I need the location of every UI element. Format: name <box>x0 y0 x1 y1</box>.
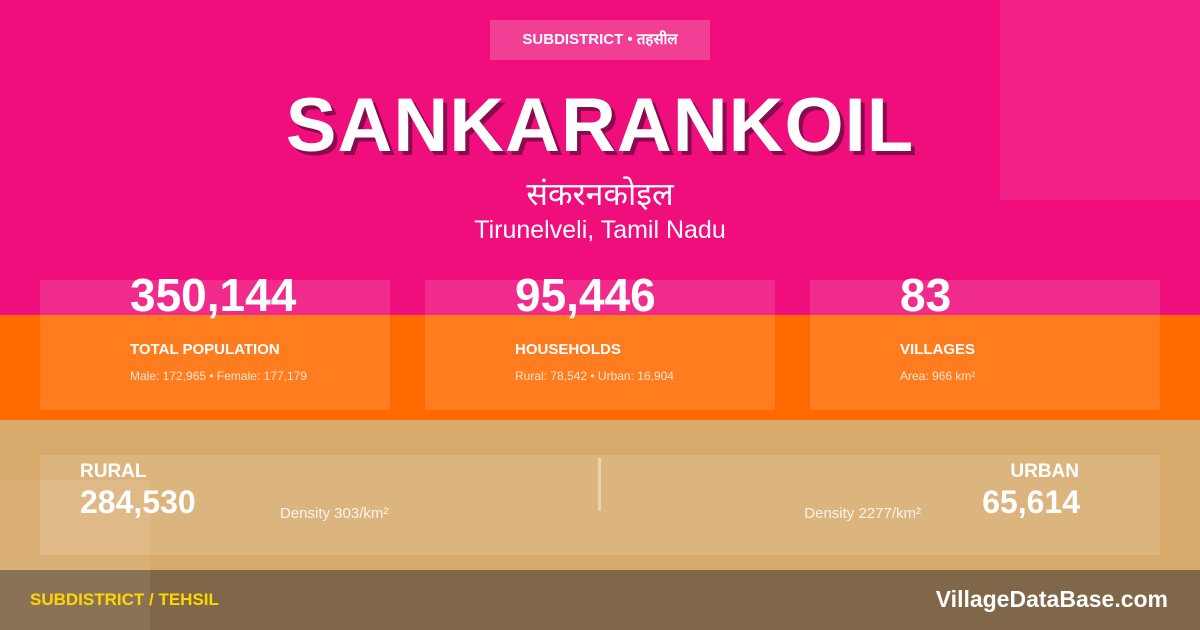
stat-value: 95,446 <box>515 269 656 321</box>
stat-card: 350,144 TOTAL POPULATION Male: 172,965 •… <box>40 269 390 410</box>
stat-value: 350,144 <box>130 269 297 321</box>
decoration <box>1000 0 1200 200</box>
stat-label: VILLAGES <box>900 341 976 358</box>
footer-site: VillageDataBase.com <box>935 586 1168 612</box>
divider <box>598 458 601 511</box>
urban-density: Density 2277/km² <box>804 505 921 522</box>
stat-label: HOUSEHOLDS <box>515 341 621 358</box>
footer-category: SUBDISTRICT / TEHSIL <box>30 590 219 609</box>
urban-value: 65,614 <box>982 484 1080 520</box>
stat-value: 83 <box>900 269 952 321</box>
rural-urban-panel <box>40 455 1160 555</box>
decoration <box>0 480 150 630</box>
title-hindi: संकरनकोइल <box>526 176 674 212</box>
band-tan <box>0 420 1200 570</box>
location: Tirunelveli, Tamil Nadu <box>474 216 726 244</box>
title: SANKARANKOIL <box>285 83 915 168</box>
stat-label: TOTAL POPULATION <box>130 341 280 358</box>
stat-detail: Rural: 78,542 • Urban: 16,904 <box>515 369 674 383</box>
stat-detail: Male: 172,965 • Female: 177,179 <box>130 369 307 383</box>
rural-density: Density 303/km² <box>280 505 389 522</box>
rural-value: 284,530 <box>80 484 196 520</box>
band-orange <box>0 315 1200 420</box>
urban-label: URBAN <box>1010 461 1079 482</box>
rural-label: RURAL <box>80 461 147 482</box>
stat-card: 83 VILLAGES Area: 966 km² <box>810 269 1160 410</box>
type-badge: SUBDISTRICT • तहसील <box>490 20 710 60</box>
band-footer <box>0 570 1200 630</box>
stat-detail: Area: 966 km² <box>900 369 976 383</box>
stat-card: 95,446 HOUSEHOLDS Rural: 78,542 • Urban:… <box>425 269 775 410</box>
band-pink <box>0 0 1200 315</box>
